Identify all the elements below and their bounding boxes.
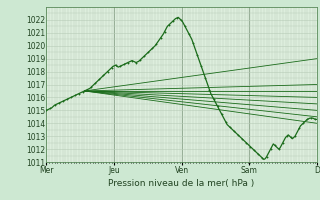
X-axis label: Pression niveau de la mer( hPa ): Pression niveau de la mer( hPa ) (108, 179, 255, 188)
